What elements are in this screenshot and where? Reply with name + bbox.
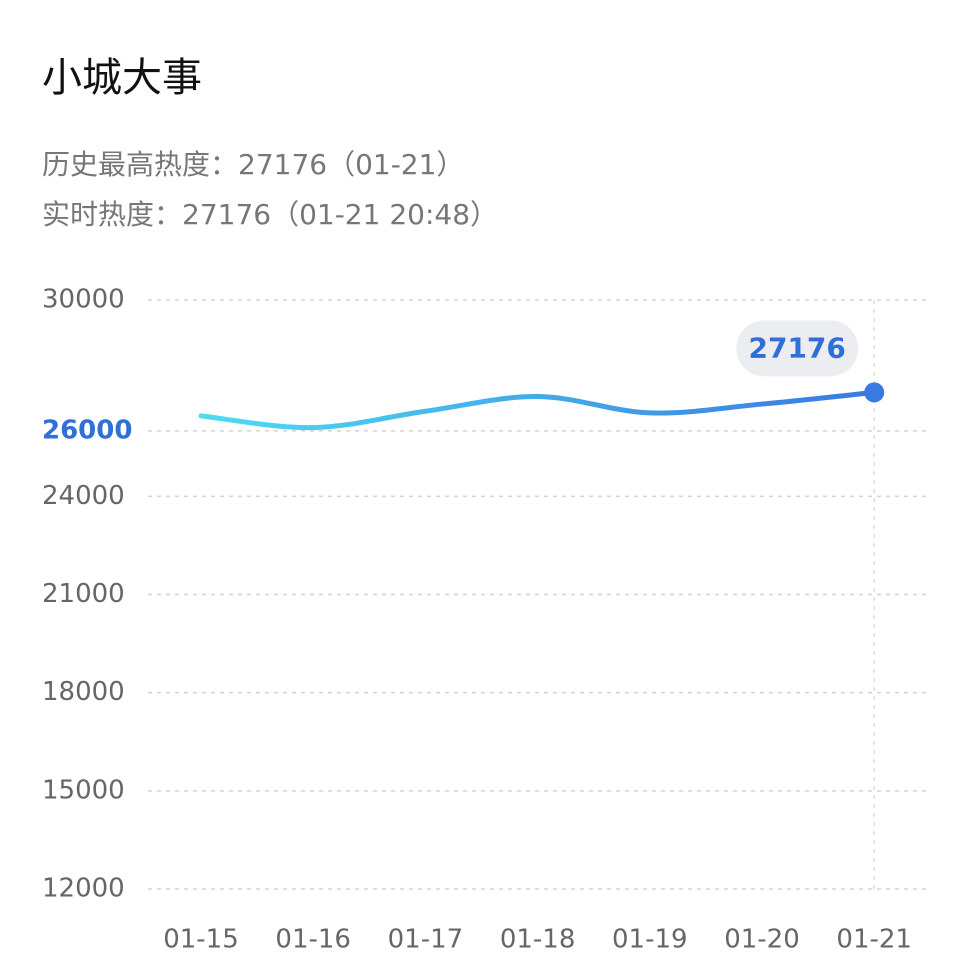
- chart-title: 小城大事: [42, 55, 202, 101]
- x-tick-label: 01-17: [388, 925, 464, 955]
- annotation: 历史最高热度：27176（01-21）: [42, 148, 464, 181]
- y-tick-label: 26000: [42, 415, 132, 445]
- point: [864, 382, 885, 403]
- line: [198, 389, 877, 431]
- x-tick-label: 01-16: [275, 925, 351, 955]
- annotation: 实时热度：27176（01-21 20:48）: [42, 198, 498, 231]
- y-tick-label: 21000: [42, 579, 125, 609]
- y-tick-label: 18000: [42, 677, 125, 707]
- y-tick-label: 15000: [42, 775, 125, 805]
- x-tick-label: 01-20: [724, 925, 800, 955]
- x-tick-label: 01-15: [163, 925, 239, 955]
- value-label: 27176: [748, 331, 845, 364]
- y-tick-label: 24000: [42, 481, 125, 511]
- x-tick-label: 01-21: [836, 925, 912, 955]
- y-tick-label: 30000: [42, 285, 125, 315]
- label-bubble: [736, 320, 859, 377]
- y-tick-label: 12000: [42, 874, 125, 904]
- x-tick-label: 01-18: [500, 925, 576, 955]
- x-tick-label: 01-19: [612, 925, 688, 955]
